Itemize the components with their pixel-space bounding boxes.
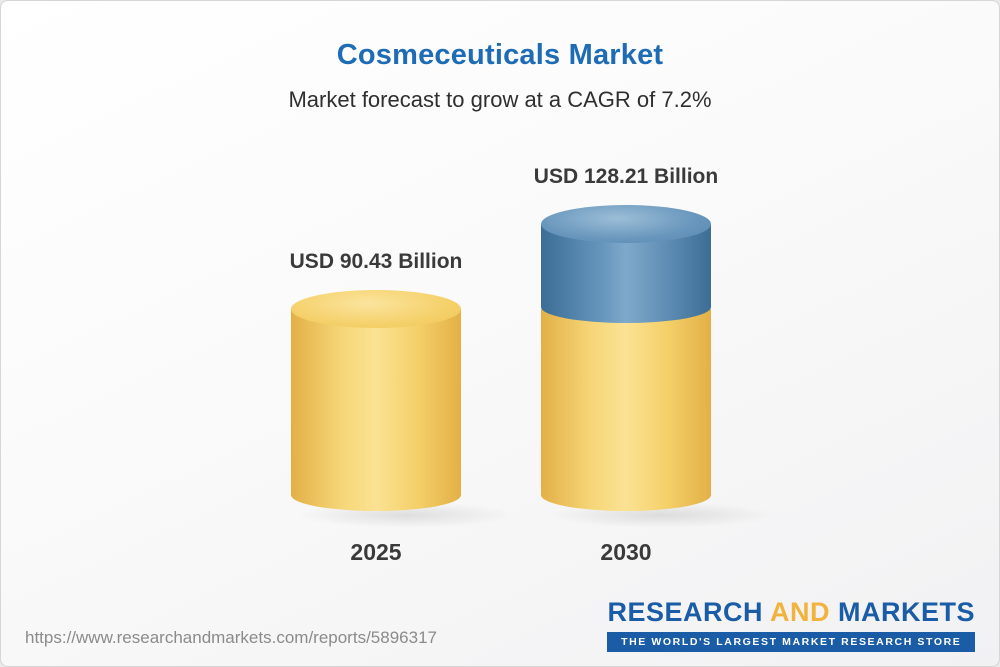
chart-title: Cosmeceuticals Market — [336, 39, 664, 71]
logo-tagline: THE WORLD'S LARGEST MARKET RESEARCH STOR… — [607, 632, 975, 652]
bar-2025-value-label: USD 90.43 Billion — [289, 249, 463, 273]
logo-wordmark: RESEARCH AND MARKETS — [607, 597, 975, 628]
bar-2030: USD 128.21 Billion — [534, 165, 718, 511]
bar-2025-body — [291, 308, 461, 511]
company-logo: RESEARCH AND MARKETS THE WORLD'S LARGEST… — [607, 597, 975, 652]
logo-word-markets: MARKETS — [838, 597, 975, 627]
bar-2025-cylinder — [291, 289, 461, 511]
bar-2025-top-ellipse — [291, 289, 461, 328]
bar-2030-value-label: USD 128.21 Billion — [533, 165, 719, 188]
bar-2030-cylinder — [541, 205, 711, 511]
bar-2025: USD 90.43 Billion — [289, 249, 463, 511]
chart-subtitle: Market forecast to grow at a CAGR of 7.2… — [288, 87, 712, 112]
bar-2030-base-segment — [541, 308, 711, 511]
bar-2030-top-ellipse — [541, 205, 711, 243]
x-label-2030: 2030 — [600, 539, 652, 565]
logo-word-research: RESEARCH — [607, 597, 763, 627]
x-label-2025: 2025 — [350, 539, 402, 565]
source-url: https://www.researchandmarkets.com/repor… — [25, 628, 437, 647]
logo-word-and: AND — [769, 597, 830, 627]
